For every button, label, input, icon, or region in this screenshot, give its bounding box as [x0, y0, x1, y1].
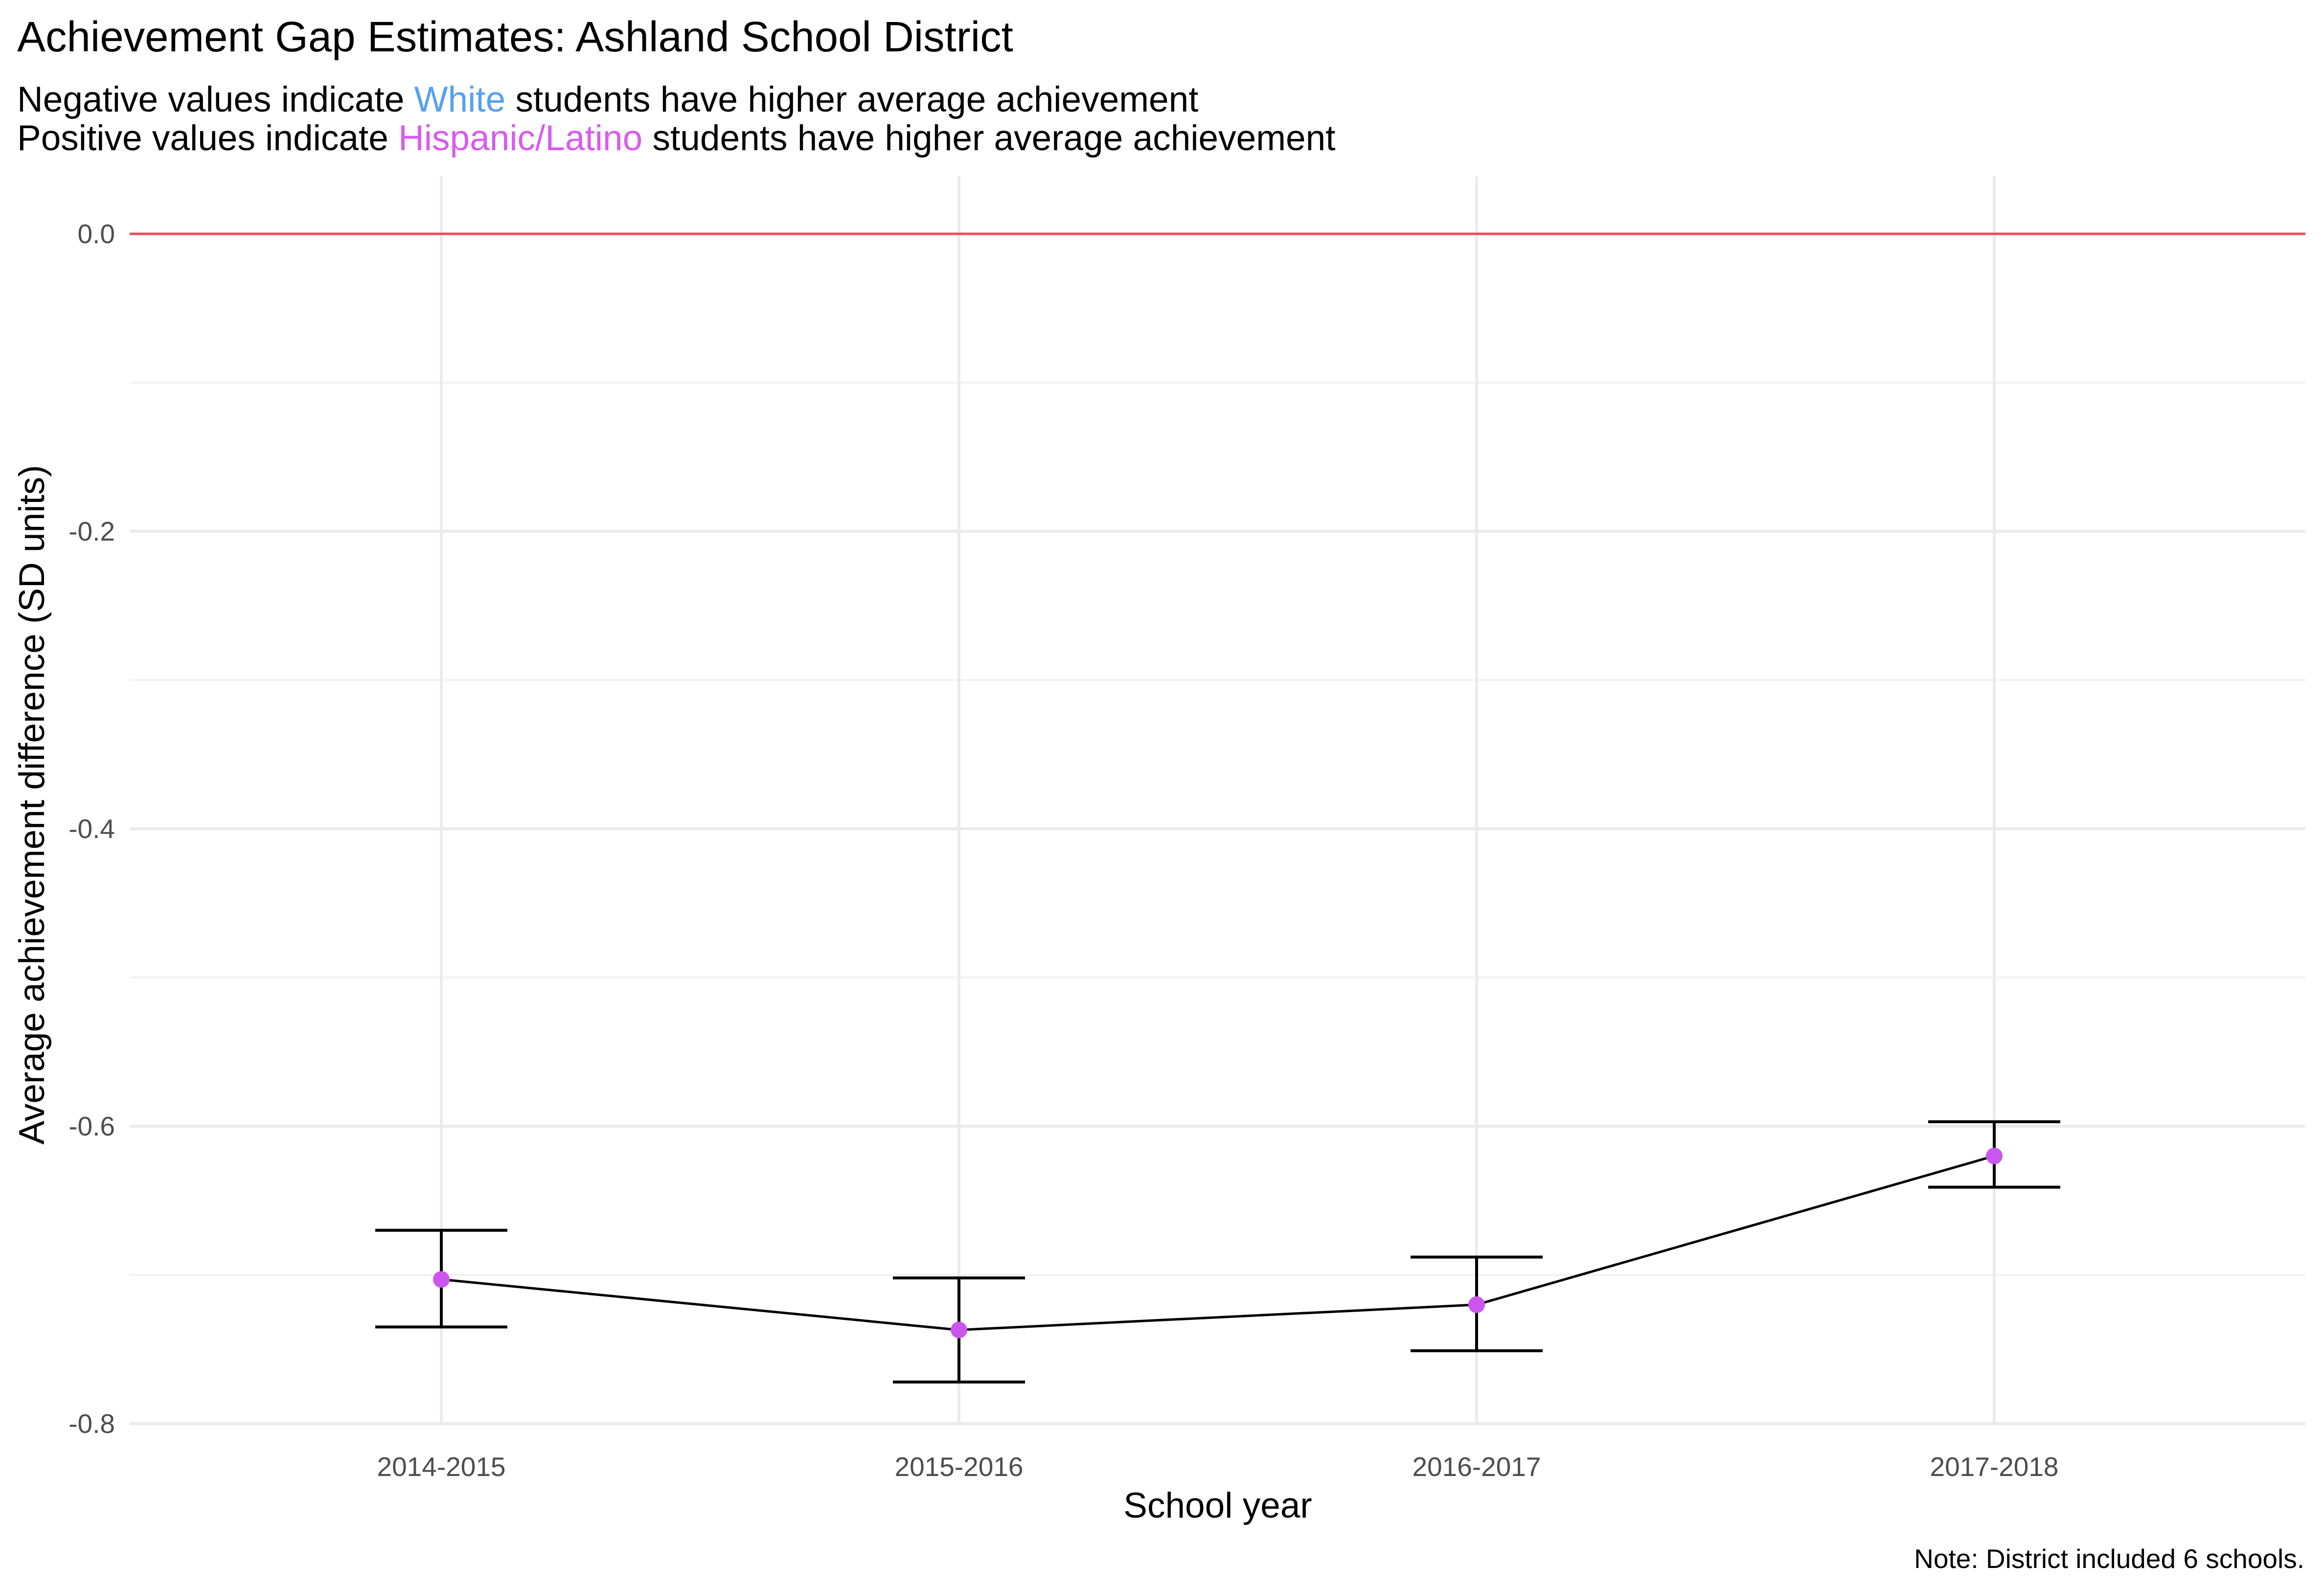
x-axis-title: School year	[1123, 1486, 1312, 1525]
subtitle-segment: students have higher average achievement	[505, 80, 1198, 119]
x-axis-ticks: 2014-2015 2015-2016 2016-2017 2017-2018	[377, 1452, 2058, 1482]
data-point	[951, 1321, 967, 1339]
trend-line	[441, 1155, 1995, 1331]
x-tick-label: 2017-2018	[1930, 1452, 2058, 1482]
subtitle-segment: students have higher average achievement	[642, 118, 1335, 158]
subtitle-segment: Hispanic/Latino	[398, 118, 642, 158]
chart-title: Achievement Gap Estimates: Ashland Schoo…	[17, 13, 1013, 61]
y-tick-label: -0.6	[68, 1111, 115, 1141]
x-tick-label: 2014-2015	[377, 1452, 505, 1482]
y-tick-label: -0.4	[68, 814, 115, 844]
subtitle-segment: Negative values indicate	[17, 80, 414, 119]
subtitle-segment: Positive values indicate	[17, 118, 398, 158]
y-tick-label: -0.8	[68, 1408, 115, 1439]
data-point	[1986, 1147, 2003, 1164]
y-axis-title: Average achievement difference (SD units…	[12, 465, 52, 1144]
subtitle-segment: White	[414, 80, 506, 119]
x-tick-label: 2016-2017	[1412, 1452, 1541, 1482]
data-point	[1468, 1296, 1485, 1313]
subtitle-line-hispanic: Positive values indicate Hispanic/Latino…	[17, 118, 1336, 158]
chart-caption: Note: District included 6 schools.	[1914, 1544, 2304, 1574]
y-tick-label: -0.2	[68, 516, 115, 546]
y-tick-label: 0.0	[78, 219, 115, 249]
series-layer	[375, 1120, 2060, 1384]
grid	[130, 176, 2305, 1425]
subtitle-line-white: Negative values indicate White students …	[17, 80, 1199, 119]
x-tick-label: 2015-2016	[894, 1452, 1023, 1482]
y-axis-ticks: 0.0 -0.2 -0.4 -0.6 -0.8	[68, 219, 115, 1439]
data-point	[433, 1271, 450, 1288]
